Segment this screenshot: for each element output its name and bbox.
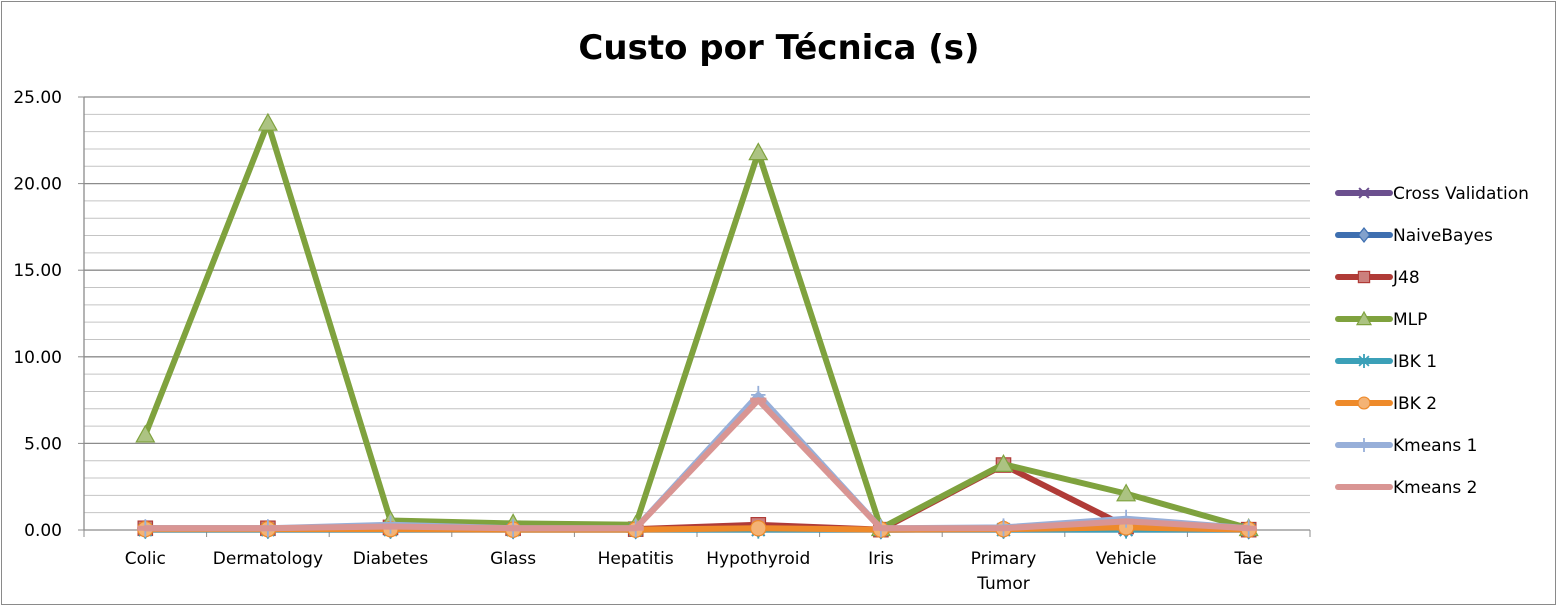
legend: Cross Validation NaiveBayes J48 MLP IBK 1 IBK… (1335, 184, 1529, 498)
data-point (1116, 483, 1137, 502)
x-tick-label: Hepatitis (598, 549, 674, 569)
legend-item: J48 (1335, 268, 1420, 288)
legend-item: NaiveBayes (1335, 226, 1493, 246)
x-tick-label: Vehicle (1096, 549, 1157, 569)
x-tick-label: Dermatology (213, 549, 323, 569)
legend-item: Kmeans 1 (1335, 436, 1477, 456)
y-tick-label: 20.00 (13, 175, 62, 195)
y-tick-label: 5.00 (24, 434, 62, 454)
data-point (1357, 396, 1371, 410)
y-tick-label: 10.00 (13, 348, 62, 368)
x-tick-label: Colic (125, 549, 166, 569)
legend-label: Kmeans 2 (1393, 478, 1477, 498)
series-kmeans-2 (137, 397, 1257, 532)
data-point (1358, 187, 1370, 199)
legend-item: MLP (1335, 310, 1427, 330)
grid-lines (84, 96, 1310, 514)
y-tick-label: 25.00 (13, 88, 62, 108)
data-point (750, 520, 767, 537)
x-tick-label: Glass (490, 549, 536, 569)
legend-label: Kmeans 1 (1393, 436, 1477, 456)
x-axis-ticks: Colic Dermatology Diabetes Glass Hepatitis Hy… (125, 549, 1263, 594)
legend-item: IBK 1 (1335, 352, 1437, 372)
x-tick-label: Diabetes (353, 549, 429, 569)
legend-label: MLP (1393, 310, 1427, 330)
legend-item: Kmeans 2 (1335, 478, 1477, 498)
x-tick-label: Hypothyroid (706, 549, 810, 569)
data-point (1358, 438, 1370, 452)
x-tick-label: Iris (868, 549, 894, 569)
data-point (1358, 354, 1370, 368)
data-point (1357, 227, 1371, 243)
legend-item: IBK 2 (1335, 394, 1437, 414)
x-tick-label: Primary Tumor (971, 549, 1037, 594)
data-point (135, 424, 156, 443)
legend-label: J48 (1392, 268, 1420, 288)
legend-label: Cross Validation (1393, 184, 1529, 204)
data-point (748, 142, 769, 161)
series-line (142, 119, 1252, 532)
series-lines (135, 112, 1259, 540)
legend-label: IBK 2 (1393, 394, 1437, 414)
legend-item: Cross Validation (1335, 184, 1529, 204)
x-tick-label: Tae (1233, 549, 1262, 569)
data-point (257, 112, 278, 131)
data-point (1357, 270, 1371, 284)
data-point (1355, 310, 1373, 326)
series-mlp (135, 112, 1259, 537)
series-line (142, 397, 1252, 532)
y-tick-label: 0.00 (24, 521, 62, 541)
legend-label: IBK 1 (1393, 352, 1437, 372)
chart-title: Custo por Técnica (s) (578, 28, 979, 68)
y-axis-ticks: 0.00 5.00 10.00 15.00 20.00 25.00 (13, 88, 62, 541)
y-tick-label: 15.00 (13, 261, 62, 281)
data-point (993, 453, 1014, 472)
legend-label: NaiveBayes (1393, 226, 1493, 246)
